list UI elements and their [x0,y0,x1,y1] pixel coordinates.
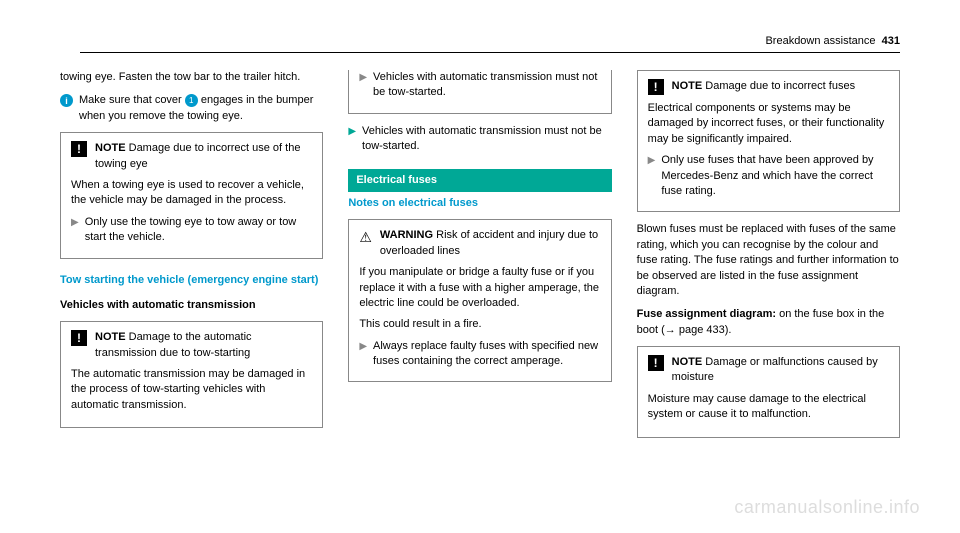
note-title-wrap: NOTE Damage due to incorrect use of the … [95,141,312,172]
arrow-icon: ▶ [648,154,656,168]
info-text-a: Make sure that cover [79,94,185,106]
section-name: Breakdown assistance [765,35,875,47]
warning-box: ⚠ WARNING Risk of accident and injury du… [348,219,611,382]
warning-bullet: ▶ Always replace faulty fuses with speci… [359,339,600,370]
column-3: ! NOTE Damage due to incorrect fuses Ele… [637,70,900,448]
note-bullet: ▶ Only use the towing eye to tow away or… [71,215,312,246]
note-header: ! NOTE Damage or malfunctions caused by … [648,355,889,386]
warning-label: WARNING [380,229,433,241]
note-header: ! NOTE Damage due to incorrect fuses [648,79,889,95]
note-title-text: Damage due to incorrect fuses [702,80,855,92]
main-bullet: ▶ Vehicles with automatic transmission m… [348,124,611,155]
page-number: 431 [882,35,900,47]
section-title-tow-start: Tow starting the vehicle (emergency engi… [60,273,323,288]
note-body: The automatic transmission may be damage… [71,367,312,413]
note-bullet: ▶ Vehicles with automatic transmission m… [359,70,600,101]
note-icon: ! [648,79,664,95]
bullet-text: Only use the towing eye to tow away or t… [85,215,313,246]
warning-header: ⚠ WARNING Risk of accident and injury du… [359,228,600,259]
arrow-icon: ▶ [348,125,356,139]
warning-body-2: This could result in a fire. [359,317,600,332]
arrow-icon: ▶ [359,71,367,85]
arrow-icon: ▶ [359,340,367,354]
intro-text: towing eye. Fasten the tow bar to the tr… [60,70,323,85]
note-header: ! NOTE Damage due to incorrect use of th… [71,141,312,172]
note-body: Electrical components or systems may be … [648,101,889,147]
page-header: Breakdown assistance 431 [765,35,900,47]
note-label: NOTE [95,331,126,343]
bullet-text: Vehicles with automatic transmission mus… [362,124,612,155]
content-columns: towing eye. Fasten the tow bar to the tr… [60,70,900,448]
section-bar-fuses: Electrical fuses [348,169,611,192]
note-label: NOTE [672,80,703,92]
arrow-icon: ▶ [71,216,79,230]
note-label: NOTE [95,142,126,154]
note-continuation: ▶ Vehicles with automatic transmission m… [348,70,611,114]
note-icon: ! [71,141,87,157]
header-divider [80,52,900,53]
note-box-transmission: ! NOTE Damage to the automatic transmiss… [60,321,323,428]
para-fuse-diagram: Fuse assignment diagram: on the fuse box… [637,307,900,338]
warning-body-1: If you manipulate or bridge a faulty fus… [359,265,600,311]
warning-title-wrap: WARNING Risk of accident and injury due … [380,228,601,259]
circled-number-icon: 1 [185,94,198,107]
note-label: NOTE [672,356,703,368]
note-title-wrap: NOTE Damage or malfunctions caused by mo… [672,355,889,386]
note-title-wrap: NOTE Damage due to incorrect fuses [672,79,855,94]
section-sub-notes: Notes on electrical fuses [348,196,611,211]
note-box-incorrect-fuses: ! NOTE Damage due to incorrect fuses Ele… [637,70,900,212]
note-icon: ! [648,355,664,371]
bullet-text: Always replace faulty fuses with specifi… [373,339,601,370]
column-1: towing eye. Fasten the tow bar to the tr… [60,70,323,448]
note-title-text: Damage due to incorrect use of the towin… [95,142,300,169]
info-line: i Make sure that cover 1 engages in the … [60,93,323,124]
note-bullet: ▶ Only use fuses that have been approved… [648,153,889,199]
bullet-text: Only use fuses that have been approved b… [661,153,889,199]
para-blown-fuses: Blown fuses must be replaced with fuses … [637,222,900,299]
note-body: Moisture may cause damage to the electri… [648,392,889,423]
watermark: carmanualsonline.info [734,497,920,518]
note-title-text: Damage or malfunctions caused by moistur… [672,356,878,383]
note-title-wrap: NOTE Damage to the automatic transmissio… [95,330,312,361]
column-2: ▶ Vehicles with automatic transmission m… [348,70,611,448]
note-box-moisture: ! NOTE Damage or malfunctions caused by … [637,346,900,438]
bold-label: Fuse assignment diagram: [637,308,776,320]
note-box-towing-eye: ! NOTE Damage due to incorrect use of th… [60,132,323,258]
note-body: When a towing eye is used to recover a v… [71,178,312,209]
section-subtitle: Vehicles with automatic transmission [60,298,323,313]
info-text: Make sure that cover 1 engages in the bu… [79,93,323,124]
info-icon: i [60,94,73,107]
note-icon: ! [71,330,87,346]
bullet-text: Vehicles with automatic transmission mus… [373,70,601,101]
warning-icon: ⚠ [359,228,372,248]
note-header: ! NOTE Damage to the automatic transmiss… [71,330,312,361]
